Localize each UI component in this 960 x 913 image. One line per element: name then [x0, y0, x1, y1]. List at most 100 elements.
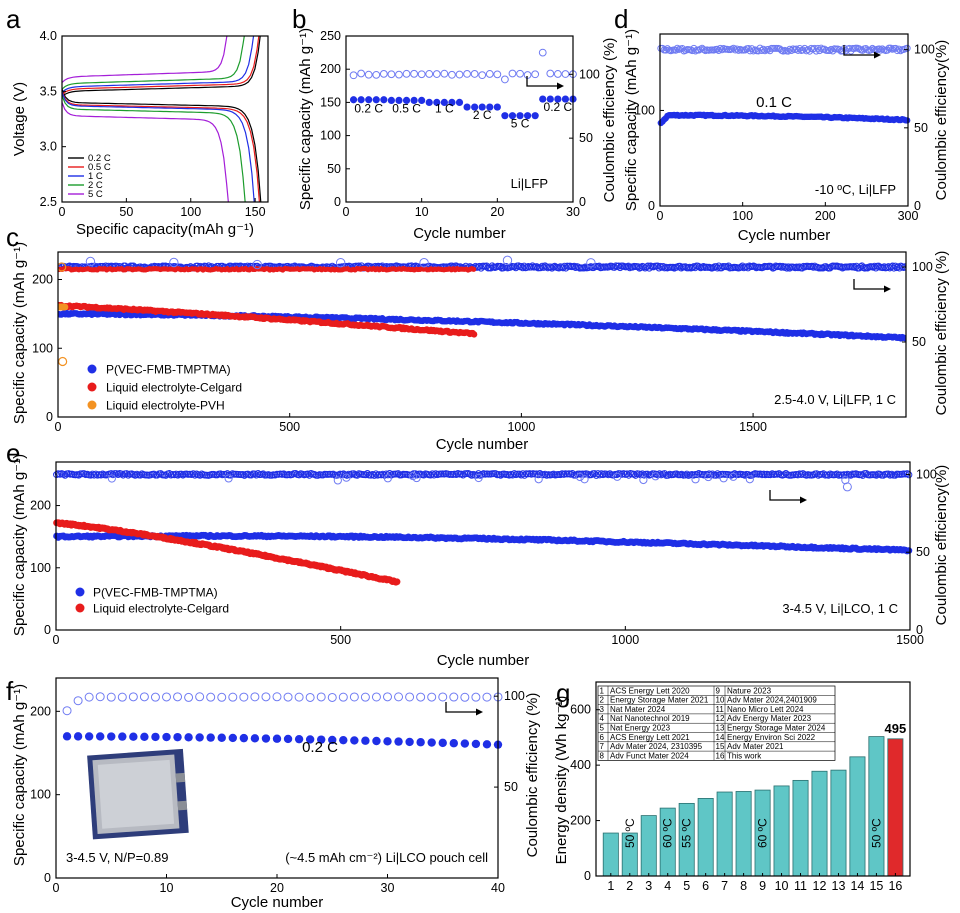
panel-letter-f: f: [6, 676, 14, 706]
ce-point: [700, 46, 708, 54]
ce-point: [501, 75, 509, 84]
reference-number: 9: [716, 686, 721, 695]
panel-c-arrow: [853, 279, 884, 290]
bar: [735, 791, 752, 877]
ce-point: [891, 471, 899, 479]
panel-g-x-tick-label: 12: [813, 879, 827, 893]
ce-point: [196, 471, 204, 479]
ce-point: [272, 692, 282, 702]
panel-b-y-axis-title: Specific capacity (mAh g⁻¹): [297, 28, 314, 210]
panel-c-points: [58, 255, 906, 367]
ce-point: [716, 44, 724, 52]
panel-f-y-tick-label: 0: [44, 871, 51, 885]
ce-point: [240, 471, 248, 479]
capacity-point: [151, 732, 160, 742]
reference-citation: Nat Energy 2023: [610, 724, 671, 733]
rate-label: 0.5 C: [392, 101, 421, 115]
reference-citation: Energy Environ Sci 2022: [727, 733, 816, 742]
ce-point: [438, 692, 448, 702]
capacity-point: [372, 96, 380, 104]
bar: [792, 779, 809, 877]
reference-citation: Adv Mater 2021: [727, 742, 784, 751]
capacity-point: [206, 733, 215, 742]
panel-g-x-tick-label: 7: [721, 879, 728, 893]
reference-number: 15: [716, 742, 725, 751]
capacity-point: [501, 112, 509, 120]
ce-point: [416, 692, 426, 702]
ce-point: [184, 692, 194, 702]
reference-citation: Nat Nanotechnol 2019: [610, 714, 690, 723]
ce-point: [662, 46, 670, 54]
bar-value-label: 495: [885, 721, 907, 736]
panel-d-y2-axis-title: Coulombic efficiency(%): [933, 40, 950, 201]
ce-point: [386, 470, 394, 478]
ce-point: [804, 46, 812, 54]
ce-outlier-point: [419, 258, 429, 268]
capacity-point: [455, 98, 464, 106]
ce-point: [764, 45, 772, 53]
panel-a-curves: [62, 36, 262, 202]
panel-b-y2-tick-label: 0: [579, 195, 586, 209]
reference-number: 5: [600, 724, 605, 733]
ce-point: [572, 471, 580, 479]
rate-label: 5 C: [511, 117, 530, 131]
ce-point: [855, 45, 863, 53]
ce-point: [630, 470, 638, 478]
ce-point: [305, 692, 315, 702]
discharge-curve: [62, 102, 229, 202]
reference-citation: Adv Funct Mater 2024: [610, 751, 689, 760]
reference-number: 3: [600, 705, 605, 714]
panel-e-y2-tick-label: 100: [916, 467, 937, 481]
ce-point: [107, 470, 115, 478]
ce-outlier-point: [85, 256, 96, 267]
panel-e-x-tick-label: 1000: [611, 633, 639, 647]
charge-curve: [62, 36, 261, 98]
ce-outlier-point: [580, 475, 589, 484]
ce-outlier-point: [333, 476, 342, 485]
panel-f-y-tick-label: 100: [30, 788, 51, 802]
legend-label: Liquid electrolyte-Celgard: [93, 602, 229, 616]
ce-point: [425, 70, 434, 78]
charge-curve: [62, 36, 255, 93]
ce-outlier-point: [502, 255, 513, 266]
panel-e-x-tick-label: 1500: [896, 633, 924, 647]
reference-table: 1 ACS Energy Lett 2020 2 Energy Storage Mat…: [597, 685, 836, 761]
panel-b-x-tick-label: 0: [343, 205, 350, 219]
ce-point: [90, 471, 98, 479]
capacity-point: [486, 103, 494, 111]
panel-d-y2-tick-label: 50: [914, 121, 928, 135]
ce-point: [625, 471, 633, 479]
capacity-point: [471, 103, 479, 111]
ce-point: [775, 470, 783, 478]
panel-g-x-tick-label: 6: [702, 879, 709, 893]
panel-c-plot-frame: [57, 251, 907, 418]
panel-a-x-tick-label: 0: [59, 205, 66, 219]
ce-point: [875, 45, 883, 53]
panel-c-x-axis-title: Cycle number: [436, 436, 529, 453]
ce-point: [295, 471, 303, 479]
panel-f-y2-tick-label: 100: [504, 689, 525, 703]
capacity-point: [62, 732, 72, 741]
ce-point: [61, 471, 69, 479]
capacity-point: [140, 732, 149, 741]
panel-d-y2-tick-label: 100: [914, 43, 935, 57]
capacity-point: [96, 732, 105, 741]
capacity-point: [294, 734, 304, 744]
ce-point: [191, 471, 199, 479]
ce-point: [900, 264, 906, 272]
panel-g-y-tick-label: 0: [584, 869, 591, 883]
ce-point: [786, 45, 794, 53]
panel-a-y-tick-label: 2.5: [40, 195, 57, 209]
capacity-point: [261, 734, 271, 743]
panel-g-y-tick-label: 200: [570, 814, 591, 828]
panel-e-arrow-head: [800, 496, 807, 504]
capacity-point: [395, 96, 403, 105]
ce-point: [58, 356, 68, 367]
ce-outlier-point: [383, 474, 392, 483]
discharge-curve: [62, 91, 260, 202]
rate-label: 1 C: [435, 101, 454, 115]
ce-point: [814, 44, 822, 52]
panel-letter-c: c: [6, 222, 19, 252]
ce-point: [541, 470, 549, 478]
ce-point: [394, 470, 402, 478]
